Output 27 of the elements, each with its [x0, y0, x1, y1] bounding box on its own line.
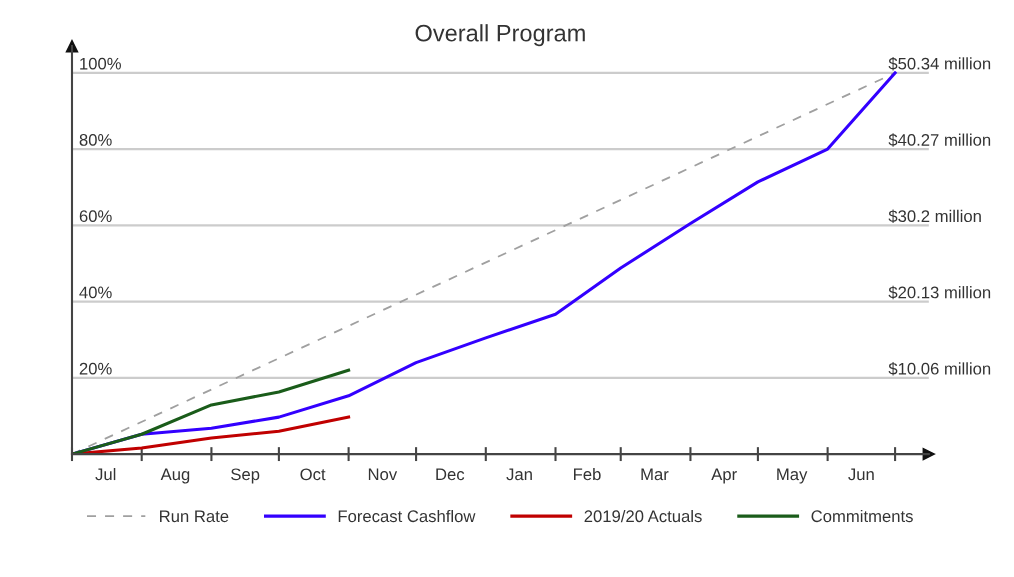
x-tick-label: Feb — [574, 467, 601, 481]
legend-label: Forecast Cashflow — [338, 509, 476, 523]
chart-title: Overall Program — [415, 24, 585, 47]
y2-tick-label: $10.06 million — [888, 362, 991, 376]
x-tick-label: Nov — [368, 468, 398, 481]
y-tick-label: 60% — [79, 210, 112, 223]
x-tick-label: Mar — [641, 468, 669, 481]
legend-label: Commitments — [811, 509, 913, 523]
legend-label: 2019/20 Actuals — [584, 509, 702, 523]
x-tick-label: Dec — [436, 468, 465, 481]
x-tick-label: Jul — [95, 467, 116, 481]
y-tick-label: 40% — [79, 286, 112, 299]
x-tick-label: Sep — [231, 468, 260, 484]
x-tick-label: Apr — [711, 468, 737, 484]
y2-tick-label: $20.13 million — [888, 285, 991, 300]
x-tick-label: Jun — [848, 468, 874, 481]
y-tick-label: 100% — [80, 57, 121, 70]
y-tick-label: 20% — [79, 362, 112, 375]
y-tick-label: 80% — [79, 134, 112, 146]
y2-tick-label: $40.27 million — [888, 133, 991, 147]
y2-tick-label: $50.34 million — [888, 57, 991, 71]
x-tick-label: May — [777, 468, 808, 484]
x-tick-label: Aug — [160, 468, 190, 484]
x-tick-label: Jan — [506, 468, 532, 481]
legend-label: Run Rate — [160, 510, 229, 523]
y2-tick-label: $30.2 million — [888, 209, 981, 224]
x-tick-label: Oct — [300, 468, 326, 481]
